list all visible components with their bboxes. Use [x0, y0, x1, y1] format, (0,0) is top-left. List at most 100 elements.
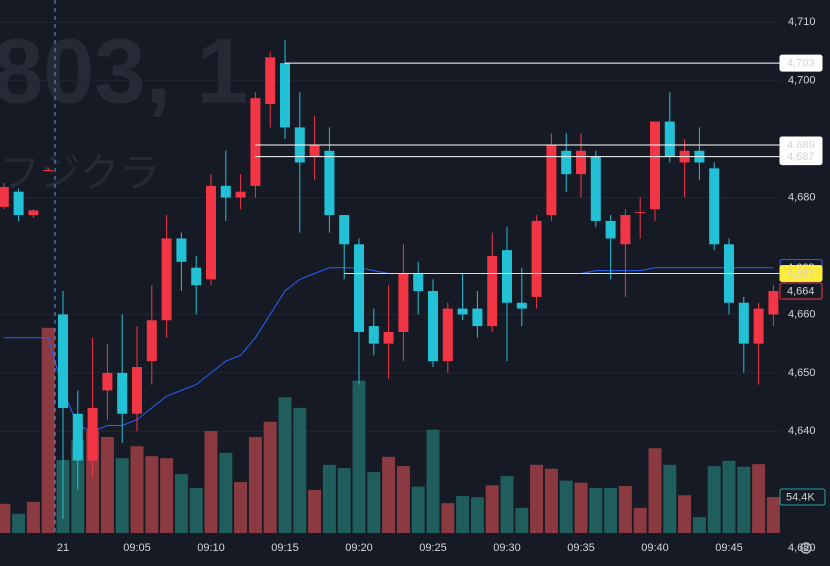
- volume-bar: [308, 489, 322, 533]
- candle-body: [87, 407, 98, 461]
- y-tick-label: 4,640: [788, 425, 816, 437]
- volume-bar: [530, 464, 544, 533]
- price-badge-label: 4,667: [787, 268, 815, 280]
- volume-bar: [204, 431, 218, 533]
- candle-body: [176, 238, 187, 262]
- candle-body: [368, 326, 379, 344]
- candle-body: [428, 291, 438, 362]
- volume-bar: [100, 436, 114, 533]
- volume-bar: [692, 517, 706, 533]
- volume-bar: [589, 487, 603, 533]
- candle-body: [117, 372, 128, 414]
- x-tick-label: 09:05: [123, 542, 151, 554]
- candle-body: [132, 367, 142, 414]
- volume-bar: [426, 429, 440, 533]
- candle-body: [605, 220, 616, 239]
- volume-bar: [648, 448, 662, 533]
- x-tick-label: 09:45: [715, 542, 743, 554]
- volume-bar: [382, 456, 396, 533]
- volume-bar: [752, 464, 766, 533]
- volume-bar: [574, 482, 588, 533]
- volume-bar: [234, 482, 248, 533]
- y-tick-label: 4,660: [788, 308, 816, 320]
- candle-body: [206, 185, 216, 280]
- volume-bar: [26, 501, 40, 533]
- candle-body: [442, 308, 453, 362]
- candle-body: [28, 210, 39, 216]
- volume-bar: [248, 436, 262, 533]
- candle-body: [531, 220, 542, 297]
- candle-body: [709, 168, 720, 245]
- volume-bar: [145, 456, 159, 533]
- candle-body: [768, 291, 779, 315]
- volume-bar: [41, 327, 55, 533]
- volume-bar: [278, 397, 292, 533]
- x-tick-label: 21: [57, 542, 69, 554]
- candle-body: [339, 215, 350, 245]
- volume-bar: [293, 407, 307, 533]
- price-badge-label: 4,687: [787, 151, 815, 163]
- price-badge-label: 4,664: [787, 285, 815, 297]
- volume-bar: [470, 497, 484, 533]
- volume-bar: [604, 487, 618, 533]
- volume-bar: [322, 464, 336, 533]
- candle-body: [457, 308, 468, 315]
- y-tick-label: 4,700: [788, 75, 816, 87]
- volume-bar: [633, 507, 647, 533]
- candle-body: [487, 255, 498, 327]
- candle-body: [753, 308, 764, 344]
- volume-bar: [352, 380, 366, 533]
- candle-body: [13, 191, 24, 216]
- volume-bar: [174, 474, 188, 533]
- x-tick-label: 09:15: [271, 542, 299, 554]
- axes: 4,710 4,700 4,680 4,660 4,650 4,640 4,620 21 09:…: [57, 16, 826, 554]
- price-badge: [779, 148, 823, 166]
- candle-body: [383, 331, 394, 344]
- candle-body: [146, 320, 157, 362]
- watermark-code: 803, 1: [0, 20, 248, 122]
- x-tick-label: 09:25: [419, 542, 447, 554]
- volume-bar: [219, 452, 233, 533]
- volume-bar: [618, 485, 632, 533]
- candle-body: [620, 215, 631, 245]
- volume-bar: [115, 458, 129, 533]
- candle-body: [590, 156, 601, 221]
- y-tick-label: 4,680: [788, 191, 816, 203]
- volume-bar: [0, 503, 11, 533]
- time-axis: [0, 533, 830, 566]
- settings-icon[interactable]: [800, 542, 812, 554]
- candle-body: [576, 150, 586, 175]
- candle-body: [191, 267, 202, 286]
- candle-body: [220, 185, 231, 198]
- price-pane: [0, 39, 780, 519]
- price-badge-label: 4,703: [787, 58, 815, 70]
- volume-bar: [441, 503, 455, 533]
- price-badge: [779, 265, 823, 283]
- candle-body: [738, 302, 749, 344]
- volume-bar: [663, 464, 677, 533]
- volume-bar: [485, 485, 499, 533]
- price-badge: [779, 282, 823, 300]
- candle-body: [309, 144, 320, 157]
- y-tick-label: 4,650: [788, 367, 816, 379]
- candle-body: [561, 150, 572, 175]
- watermark-name: フジクラ: [0, 152, 160, 196]
- candle-body: [250, 98, 261, 186]
- y-tick-label: 4,620: [788, 542, 816, 554]
- volume-bar: [396, 466, 410, 533]
- price-badge: [779, 54, 823, 72]
- candle-body: [72, 413, 83, 461]
- volume-bar: [515, 507, 529, 533]
- volume-badge-label: 54.4K: [786, 491, 815, 503]
- candle-body: [472, 308, 483, 327]
- volume-bar: [559, 480, 573, 533]
- volume-bar: [678, 495, 692, 533]
- volume-bar: [189, 487, 203, 533]
- gear-ring: [800, 542, 812, 554]
- candle-body: [58, 314, 68, 408]
- candle-body: [161, 238, 172, 321]
- volume-bar: [500, 476, 514, 533]
- x-tick-label: 09:40: [641, 542, 669, 554]
